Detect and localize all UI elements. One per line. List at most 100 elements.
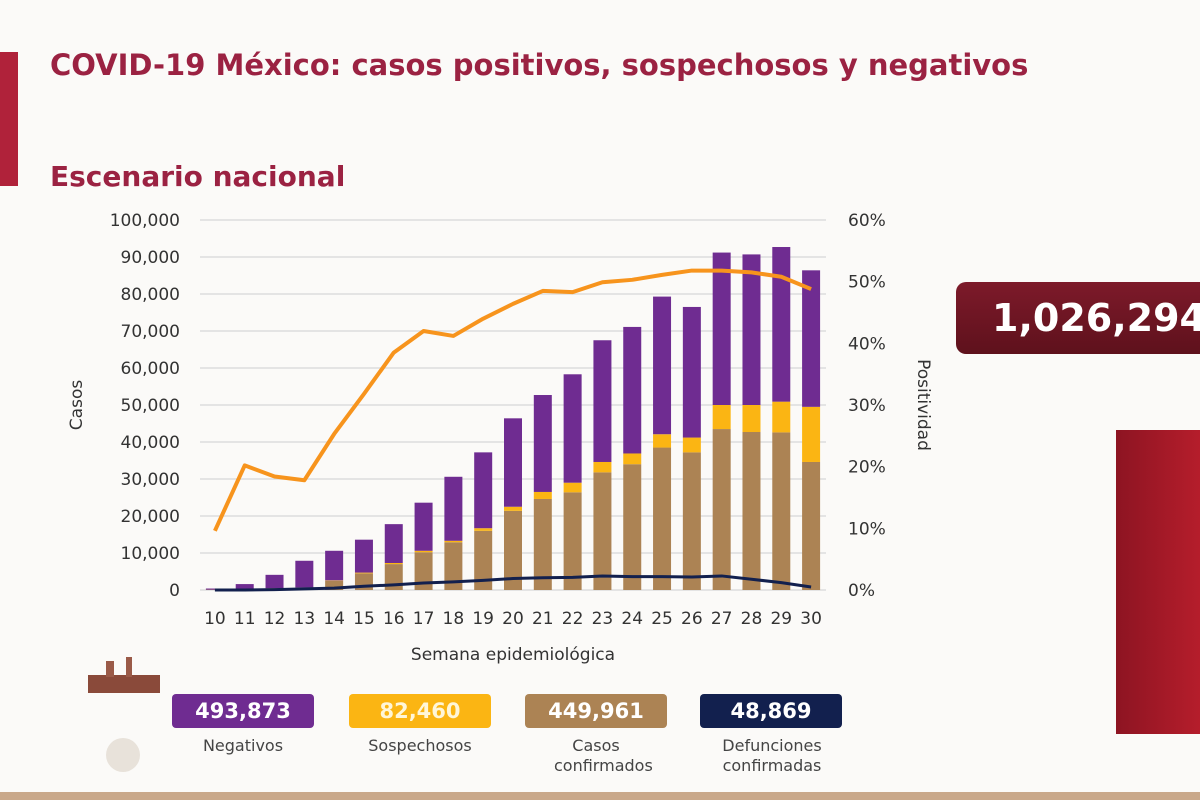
y-tick-label: 60,000: [121, 359, 180, 379]
bar-negativos: [712, 252, 731, 405]
legend-defunciones-value: 48,869: [700, 694, 842, 728]
x-tick-label: 21: [532, 609, 554, 629]
page-subtitle: Escenario nacional: [50, 160, 346, 193]
bar-casos-confirmados: [474, 530, 493, 590]
x-tick-label: 11: [234, 609, 256, 629]
bar-casos-confirmados: [712, 429, 731, 590]
bar-negativos: [802, 270, 821, 407]
bar-negativos: [235, 584, 254, 589]
y-tick-label: 100,000: [110, 211, 180, 231]
bar-sospechosos: [504, 506, 522, 511]
bar-sospechosos: [623, 453, 642, 465]
bar-sospechosos: [354, 572, 373, 574]
x-tick-label: 19: [472, 609, 494, 629]
bar-negativos: [414, 502, 433, 551]
x-tick-label: 10: [204, 609, 226, 629]
x-tick-label: 12: [264, 609, 286, 629]
y-axis-label: Casos: [67, 380, 87, 431]
y-tick-label: 70,000: [121, 322, 180, 342]
x-tick-label: 20: [502, 609, 524, 629]
bar-casos-confirmados: [682, 452, 701, 590]
legend-confirmados-value: 449,961: [525, 694, 667, 728]
legend-negativos-label: Negativos: [202, 736, 284, 755]
total-tests-badge: 1,026,294: [956, 282, 1200, 354]
seal-icon: [106, 738, 140, 772]
bar-negativos: [325, 550, 344, 581]
bar-negativos: [444, 476, 463, 541]
bar-casos-confirmados: [802, 461, 821, 590]
bar-casos-confirmados: [772, 432, 791, 590]
bar-sospechosos: [742, 405, 761, 433]
legend-defunciones-label: Defunciones confirmadas: [722, 736, 822, 775]
bar-negativos: [354, 539, 373, 573]
x-tick-label: 23: [592, 609, 614, 629]
x-tick-label: 26: [681, 609, 703, 629]
x-tick-label: 17: [413, 609, 435, 629]
legend-sospechosos-label: Sospechosos: [368, 736, 472, 755]
y2-tick-label: 50%: [848, 273, 886, 293]
bar-sospechosos: [414, 550, 433, 553]
bar-negativos: [384, 524, 403, 563]
x-tick-label: 22: [562, 609, 584, 629]
government-logo-icon: [88, 657, 160, 693]
bar-sospechosos: [384, 562, 403, 565]
bar-sospechosos: [653, 434, 672, 448]
y2-tick-label: 30%: [848, 396, 886, 416]
bar-sospechosos: [772, 401, 791, 433]
bar-negativos: [593, 340, 612, 462]
y-tick-label: 10,000: [121, 544, 180, 564]
bar-negativos: [623, 326, 642, 454]
bar-negativos: [474, 452, 493, 529]
y-tick-label: 90,000: [121, 248, 180, 268]
y2-tick-label: 0%: [848, 581, 875, 601]
x-tick-label: 25: [651, 609, 673, 629]
y-tick-label: 30,000: [121, 470, 180, 490]
y-tick-label: 0: [169, 581, 180, 601]
x-tick-label: 14: [323, 609, 345, 629]
legend-negativos-value: 493,873: [172, 694, 314, 728]
x-tick-label: 27: [711, 609, 733, 629]
y-tick-label: 40,000: [121, 433, 180, 453]
y2-tick-label: 10%: [848, 519, 886, 539]
bar-casos-confirmados: [563, 492, 582, 590]
y2-axis-label: Positividad: [913, 359, 933, 451]
bar-sospechosos: [474, 528, 493, 531]
red-panel: [1116, 430, 1200, 734]
accent-bar: [0, 52, 18, 186]
x-tick-label: 18: [443, 609, 465, 629]
bar-negativos: [563, 374, 582, 483]
x-tick-label: 30: [800, 609, 822, 629]
x-tick-label: 16: [383, 609, 405, 629]
bar-casos-confirmados: [593, 472, 612, 590]
y-tick-label: 50,000: [121, 396, 180, 416]
legend-sospechosos-value: 82,460: [349, 694, 491, 728]
bar-negativos: [533, 395, 552, 492]
bar-negativos: [295, 560, 314, 588]
bar-casos-confirmados: [504, 510, 522, 590]
x-tick-label: 15: [353, 609, 375, 629]
bar-casos-confirmados: [533, 498, 552, 590]
bar-negativos: [504, 418, 522, 507]
bar-negativos: [653, 296, 672, 435]
y-tick-label: 20,000: [121, 507, 180, 527]
bar-casos-confirmados: [653, 447, 672, 590]
bar-sospechosos: [802, 406, 821, 462]
bar-sospechosos: [593, 461, 612, 473]
y2-tick-label: 40%: [848, 334, 886, 354]
bar-negativos: [682, 306, 701, 438]
bar-casos-confirmados: [414, 552, 433, 590]
bar-sospechosos: [682, 437, 701, 453]
bar-sospechosos: [712, 405, 731, 430]
bar-sospechosos: [533, 491, 552, 499]
y2-tick-label: 60%: [848, 211, 886, 231]
bar-negativos: [772, 247, 791, 402]
bar-casos-confirmados: [742, 432, 761, 590]
bar-negativos: [265, 574, 284, 589]
y2-tick-label: 20%: [848, 458, 886, 478]
bar-negativos: [742, 254, 761, 405]
bar-casos-confirmados: [623, 464, 642, 590]
bar-casos-confirmados: [325, 580, 344, 590]
x-tick-label: 29: [770, 609, 792, 629]
x-tick-label: 13: [294, 609, 316, 629]
